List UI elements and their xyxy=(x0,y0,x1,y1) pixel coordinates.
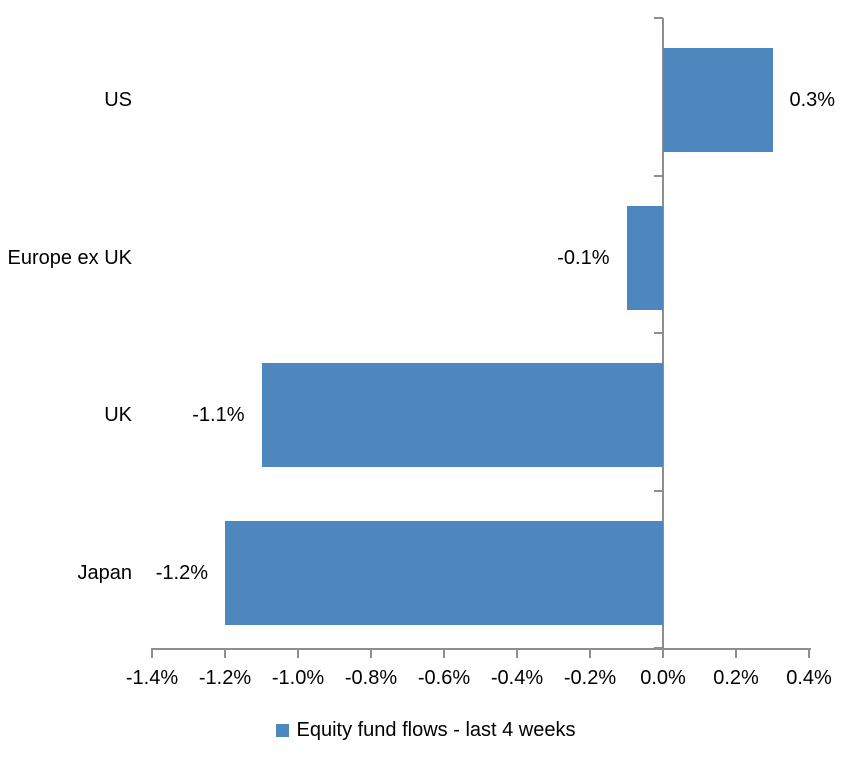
x-axis-tick-label: -1.2% xyxy=(198,667,252,689)
x-axis-tick xyxy=(808,648,810,658)
legend-swatch-icon xyxy=(276,723,290,737)
y-axis-line xyxy=(662,18,664,650)
x-axis-tick xyxy=(370,648,372,658)
x-axis-tick-label: -1.4% xyxy=(125,667,179,689)
x-axis-tick xyxy=(224,648,226,658)
data-label: 0.3% xyxy=(789,89,836,111)
bar-uk xyxy=(261,363,663,467)
x-axis-line xyxy=(151,648,811,650)
x-axis-tick xyxy=(589,648,591,658)
data-label: -0.1% xyxy=(557,246,610,269)
legend: Equity fund flows - last 4 weeks xyxy=(0,716,852,744)
category-label: UK xyxy=(104,404,132,426)
category-label: Japan xyxy=(77,561,133,584)
y-axis-tick xyxy=(654,174,663,177)
x-axis-tick-label: -0.6% xyxy=(417,667,471,689)
x-axis-tick xyxy=(735,648,737,658)
bar-europe-ex-uk xyxy=(626,205,663,310)
x-axis-tick-label: -1.0% xyxy=(271,667,325,689)
data-label: -1.2% xyxy=(155,561,208,584)
y-axis-tick xyxy=(654,647,663,649)
bar-us xyxy=(663,48,773,152)
category-label: Europe ex UK xyxy=(7,246,132,269)
x-axis-tick xyxy=(662,648,664,658)
x-axis-tick-label: -0.4% xyxy=(490,667,544,689)
legend-label: Equity fund flows - last 4 weeks xyxy=(296,719,576,741)
x-axis-tick xyxy=(297,648,299,658)
x-axis-tick xyxy=(516,648,518,658)
x-axis-tick xyxy=(151,648,153,658)
x-axis-tick-label: 0.2% xyxy=(713,667,759,689)
x-axis-tick xyxy=(443,648,445,658)
bar-japan xyxy=(225,520,663,625)
x-axis-tick-label: -0.2% xyxy=(563,667,617,689)
y-axis-tick xyxy=(654,332,663,334)
y-axis-tick xyxy=(654,17,663,19)
x-axis-tick-label: 0.0% xyxy=(640,667,686,689)
category-label: US xyxy=(104,89,132,111)
x-axis-tick-label: -0.8% xyxy=(344,667,398,689)
y-axis-tick xyxy=(654,489,663,492)
data-label: -1.1% xyxy=(192,404,245,426)
x-axis-tick-label: 0.4% xyxy=(786,667,832,689)
